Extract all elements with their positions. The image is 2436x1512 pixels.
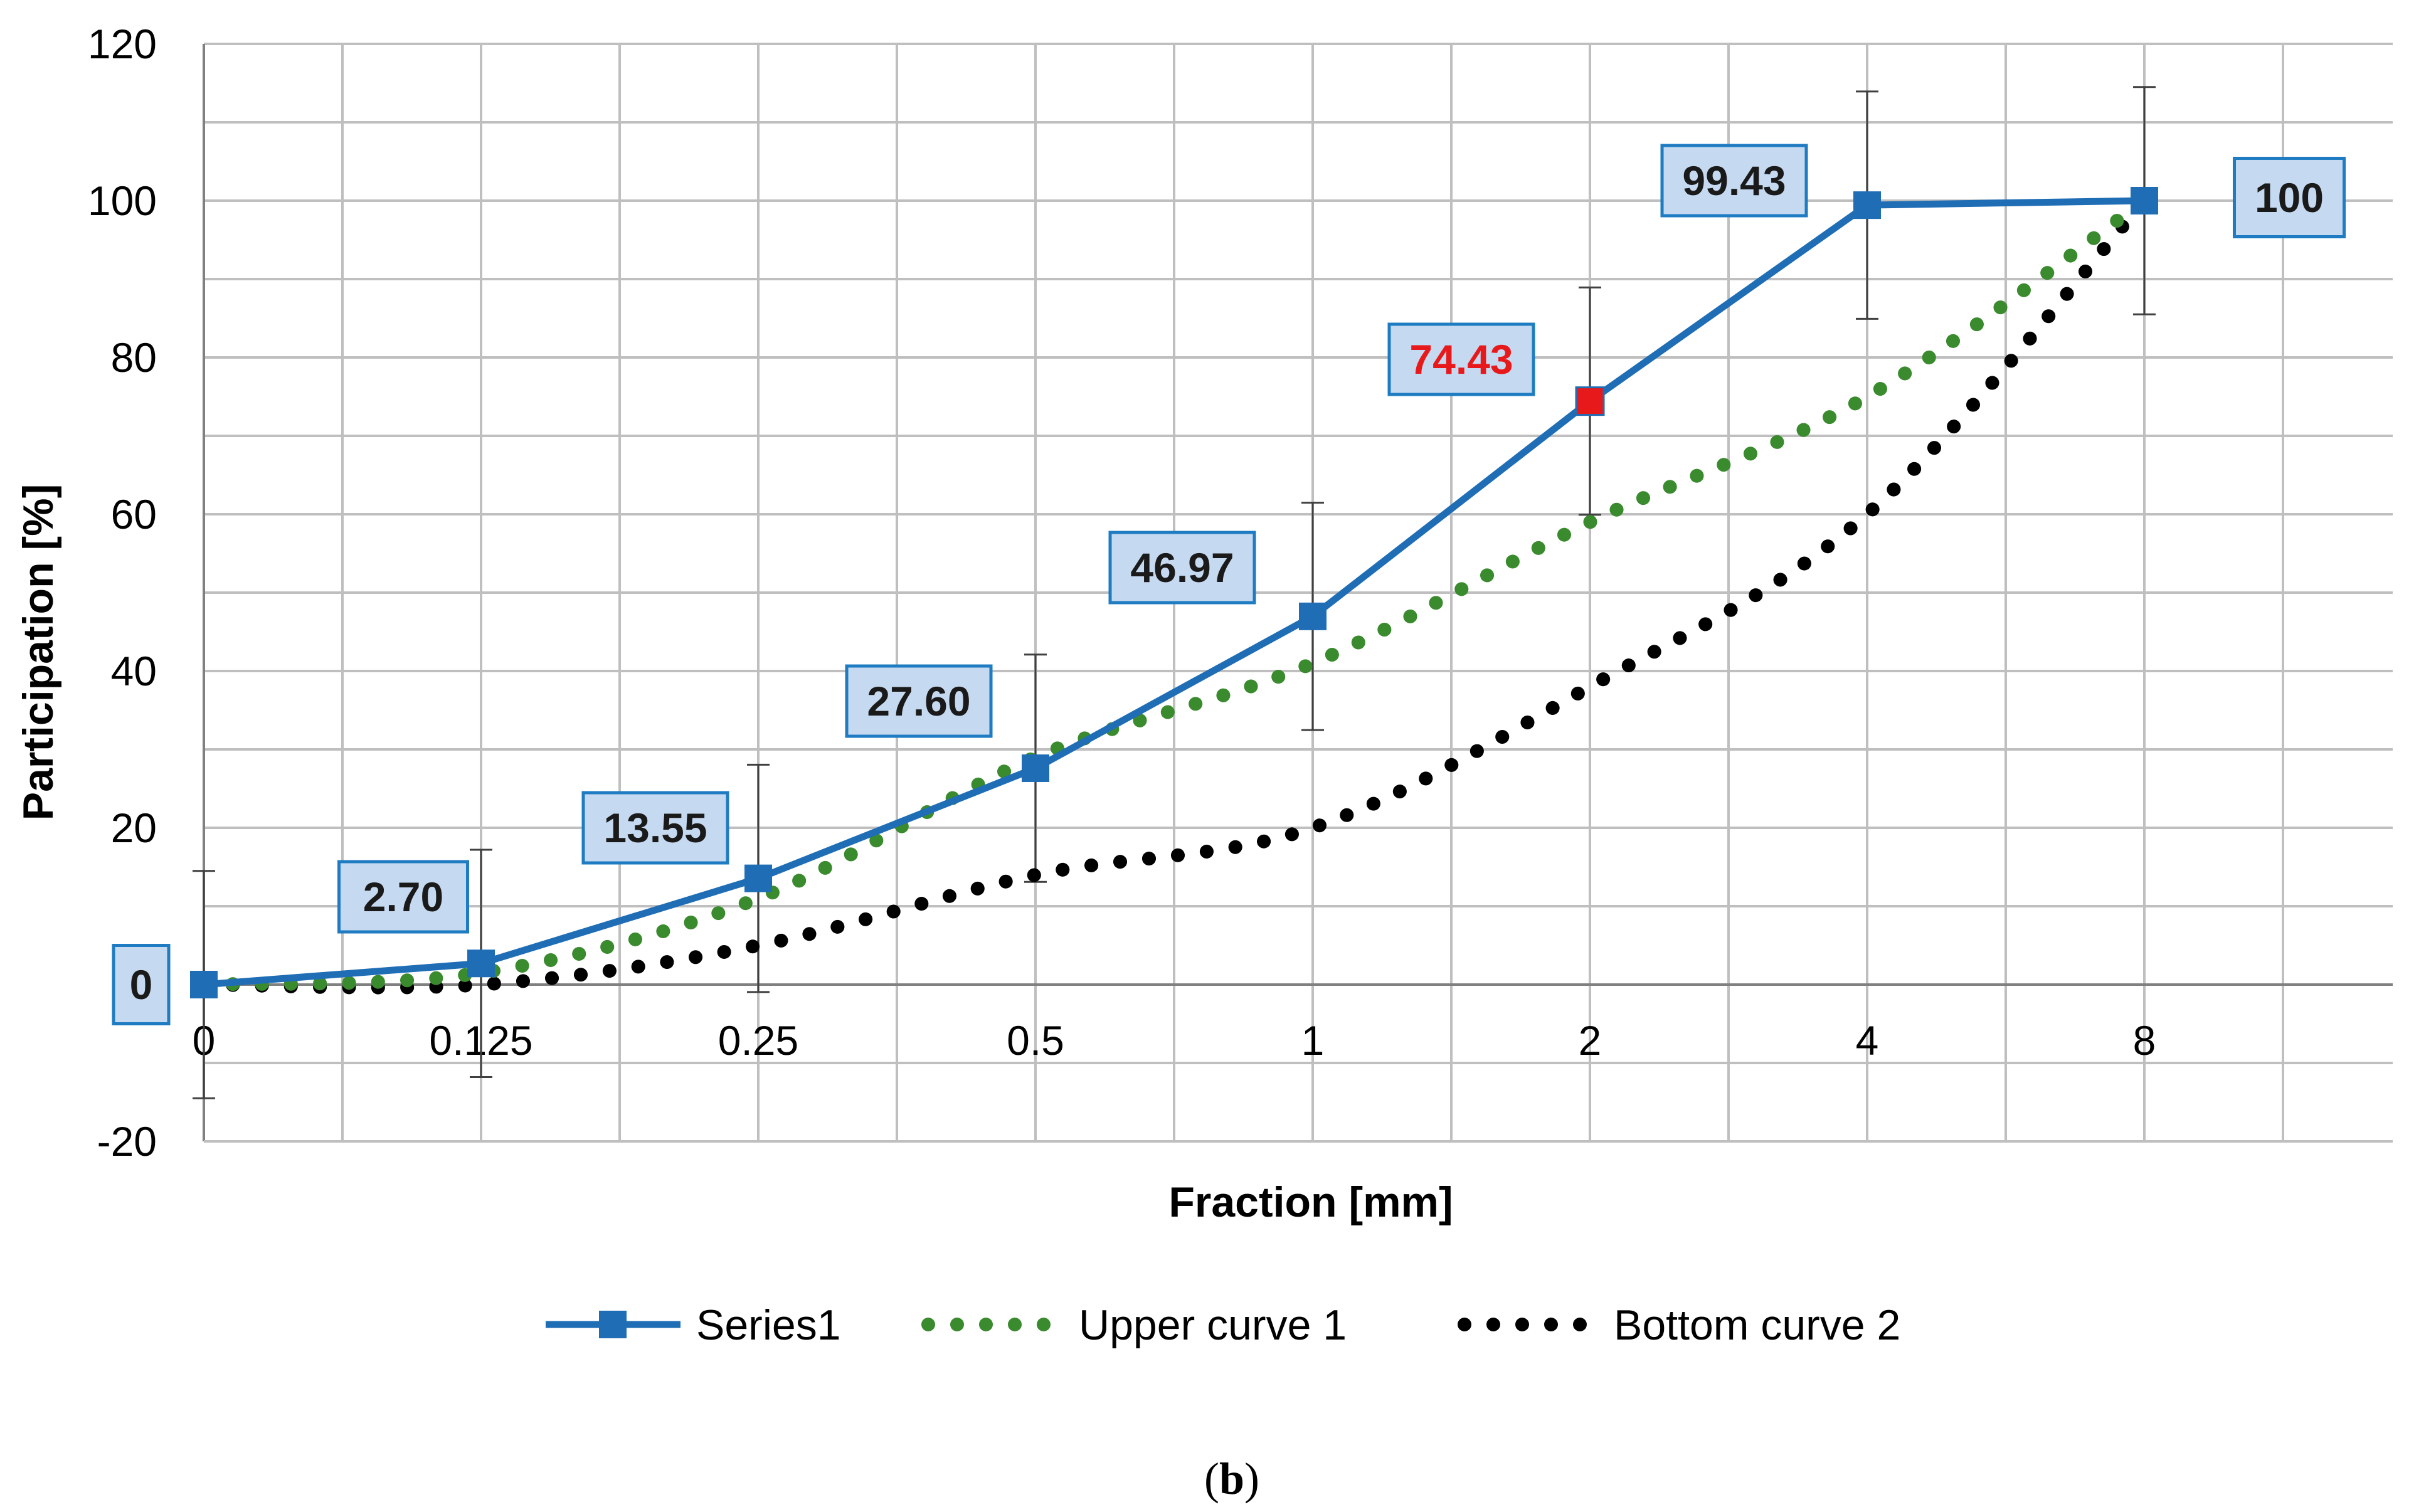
- data-label-box: [112, 944, 171, 1025]
- data-label-text: 46.97: [1130, 544, 1234, 591]
- data-point: [1022, 754, 1049, 782]
- legend-dot: [1544, 1318, 1558, 1331]
- series-bottom-curve-2: [197, 194, 2151, 995]
- data-label-text: 100: [2255, 174, 2324, 221]
- y-tick-label: 120: [88, 21, 157, 67]
- legend-dot: [1486, 1318, 1500, 1331]
- series-upper-curve-1: [197, 194, 2151, 991]
- x-tick-label: 2: [1579, 1017, 1602, 1064]
- y-tick-label: 80: [111, 334, 157, 381]
- legend-dot: [950, 1318, 964, 1331]
- legend-entry-upper-curve-1: Upper curve 1: [921, 1301, 1347, 1349]
- data-label: 74.43: [1387, 322, 1535, 396]
- data-label: 2.70: [337, 860, 469, 934]
- legend: Series1 Upper curve 1 Bottom curve 2: [546, 1301, 1900, 1349]
- y-tick-label: -20: [97, 1118, 157, 1165]
- legend-dot: [1037, 1318, 1051, 1331]
- x-axis-title: Fraction [mm]: [1168, 1178, 1453, 1226]
- legend-entry-series1: Series1: [546, 1301, 841, 1349]
- legend-dot: [979, 1318, 993, 1331]
- data-label-box: [845, 664, 993, 738]
- data-label-text: 2.70: [363, 874, 443, 920]
- legend-dot: [1008, 1318, 1022, 1331]
- y-tick-label: 20: [111, 805, 157, 851]
- data-point: [1575, 386, 1605, 416]
- data-label-text: 99.43: [1682, 157, 1786, 204]
- legend-marker: [599, 1311, 627, 1338]
- x-tick-label: 1: [1301, 1017, 1325, 1064]
- y-axis-title: Participation [%]: [14, 484, 62, 821]
- data-label-text: 0: [130, 961, 153, 1008]
- data-point: [1299, 602, 1327, 630]
- data-label-box: [2233, 157, 2346, 238]
- data-label-box: [1387, 322, 1535, 396]
- series-line: [197, 194, 2151, 995]
- series-layer: [190, 187, 2158, 998]
- series-line: [197, 194, 2151, 991]
- data-point: [744, 864, 772, 892]
- legend-dot: [921, 1318, 935, 1331]
- legend-dot: [1573, 1318, 1587, 1331]
- data-label-box: [1660, 144, 1808, 218]
- data-label: 100: [2233, 157, 2346, 238]
- data-point: [2131, 187, 2158, 214]
- x-tick-label: 4: [1856, 1017, 1879, 1064]
- x-tick-label: 8: [2133, 1017, 2156, 1064]
- x-tick-label: 0.25: [718, 1017, 798, 1064]
- legend-label: Bottom curve 2: [1614, 1301, 1900, 1349]
- y-tick-label: 100: [88, 177, 157, 224]
- data-labels: 0 2.70 13.55 27.60 46.97 74.43 99.43 100: [112, 144, 2346, 1025]
- caption-open: (: [1204, 1454, 1219, 1504]
- data-label: 0: [112, 944, 171, 1025]
- y-tick-label: 40: [111, 648, 157, 694]
- series-line: [203, 197, 2145, 988]
- grid: [204, 43, 2393, 1143]
- data-point: [467, 949, 495, 978]
- legend-entry-bottom-curve-2: Bottom curve 2: [1458, 1301, 1900, 1349]
- data-label: 27.60: [845, 664, 993, 738]
- y-tick-label: 60: [111, 491, 157, 537]
- caption-letter: b: [1219, 1454, 1244, 1504]
- data-point: [190, 971, 218, 998]
- legend-label: Upper curve 1: [1079, 1301, 1347, 1349]
- data-label-box: [337, 860, 469, 934]
- data-label-box: [581, 791, 729, 865]
- data-label-text: 74.43: [1409, 336, 1513, 383]
- caption-close: ): [1244, 1454, 1259, 1504]
- data-label-text: 27.60: [867, 678, 970, 724]
- data-label: 13.55: [581, 791, 729, 865]
- data-label-text: 13.55: [603, 805, 707, 851]
- figure-caption: (b): [1204, 1454, 1259, 1504]
- legend-dot: [1515, 1318, 1529, 1331]
- data-label: 46.97: [1108, 531, 1256, 605]
- legend-dot: [1458, 1318, 1471, 1331]
- data-point: [1853, 191, 1881, 219]
- legend-label: Series1: [696, 1301, 841, 1349]
- data-label-box: [1108, 531, 1256, 605]
- series-series1: [190, 187, 2158, 998]
- data-label: 99.43: [1660, 144, 1808, 218]
- x-tick-label: 0.5: [1007, 1017, 1064, 1064]
